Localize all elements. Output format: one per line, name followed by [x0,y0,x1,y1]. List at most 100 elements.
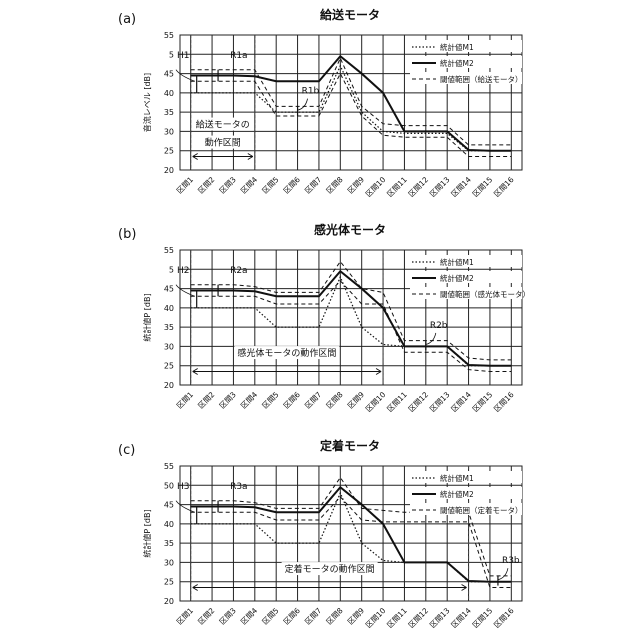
rb-leader [426,333,436,345]
x-tick-label: 区間12 [407,175,431,199]
x-tick-label: 区間16 [492,175,516,199]
x-tick-label: 区間7 [303,390,324,411]
rb-annotation: R3b [502,556,520,566]
x-tick-label: 区間4 [239,606,260,627]
x-tick-label: 区間2 [196,390,217,411]
y-axis-label: 統計値P [dB] [142,509,152,557]
x-tick-label: 区間7 [303,175,324,196]
x-tick-label: 区間15 [471,606,495,630]
y-tick-label: 20 [164,166,174,175]
y-tick-label: 40 [164,520,174,529]
legend: 統計値M1 統計値M2 閾値範囲（定着モータ） [410,471,523,515]
y-tick-label: 55 [164,246,174,255]
x-tick-label: 区間12 [407,390,431,414]
y-tick-label: 35 [164,323,174,332]
y-tick-label: 40 [164,304,174,313]
x-tick-label: 区間3 [218,606,239,627]
x-tick-label: 区間8 [324,175,345,196]
x-tick-label: 区間2 [196,175,217,196]
y-tick-label: 45 [164,285,174,294]
operation-label: 定着モータの動作区間 [285,563,375,575]
y-axis-label: 統計値P [dB] [142,293,152,341]
y-tick-label: 30 [164,127,174,136]
operation-label: 感光体モータの動作区間 [237,347,336,359]
x-tick-label: 区間11 [385,390,409,414]
y-tick-label: 45 [164,501,174,510]
chart-title: 定着モータ [320,438,380,453]
rb-leader [498,568,508,580]
y-tick-label: 45 [164,70,174,79]
y-tick-label: 50 [164,481,174,490]
h-annotation: H1 [177,51,190,61]
legend-label: 閾値範囲（定着モータ） [440,505,523,515]
x-tick-label: 区間10 [364,175,388,199]
legend-label: 閾値範囲（感光体モータ） [440,289,530,299]
y-tick-label: 5​ [169,265,174,274]
x-tick-label: 区間4 [239,390,260,411]
rb-leader [298,99,308,111]
x-tick-label: 区間15 [471,175,495,199]
x-tick-label: 区間6 [282,606,303,627]
panel-label: (b) [118,227,136,242]
y-tick-label: 35 [164,108,174,117]
y-tick-label: 55 [164,462,174,471]
operation-label: 給送モータの [196,119,250,131]
x-tick-label: 区間16 [492,606,516,630]
legend-label: 統計値M1 [440,473,474,483]
legend-label: 統計値M1 [440,42,474,52]
x-tick-label: 区間1 [175,390,196,411]
x-tick-label: 区間8 [324,606,345,627]
ra-annotation: R2a [230,266,248,276]
x-tick-label: 区間5 [260,175,281,196]
x-tick-label: 区間14 [449,175,473,199]
x-tick-label: 区間8 [324,390,345,411]
y-tick-label: 25 [164,362,174,371]
ra-annotation: R3a [230,482,248,492]
x-tick-label: 区間3 [218,390,239,411]
y-tick-label: 20 [164,597,174,606]
y-tick-label: 30 [164,558,174,567]
x-tick-label: 区間7 [303,606,324,627]
h-annotation: H2 [177,266,190,276]
legend: 統計値M1 統計値M2 閾値範囲（給送モータ） [410,40,523,84]
x-tick-label: 区間15 [471,390,495,414]
ra-annotation: R1a [230,51,248,61]
panel-label: (a) [118,12,136,27]
x-tick-label: 区間12 [407,606,431,630]
legend-label: 統計値M2 [440,489,474,499]
x-tick-label: 区間5 [260,390,281,411]
rb-annotation: R1b [302,87,320,97]
x-tick-label: 区間1 [175,175,196,196]
legend-label: 統計値M2 [440,58,474,68]
legend: 統計値M1 統計値M2 閾値範囲（感光体モータ） [410,255,530,299]
x-tick-label: 区間5 [260,606,281,627]
h-annotation: H3 [177,482,190,492]
x-tick-label: 区間11 [385,606,409,630]
x-tick-label: 区間13 [428,606,452,630]
x-tick-label: 区間13 [428,390,452,414]
x-tick-label: 区間10 [364,390,388,414]
x-tick-label: 区間2 [196,606,217,627]
y-axis-label: 音流レベル [dB] [142,73,152,132]
x-tick-label: 区間11 [385,175,409,199]
rb-annotation: R2b [430,321,448,331]
legend-label: 統計値M2 [440,273,474,283]
x-tick-label: 区間10 [364,606,388,630]
x-tick-label: 区間14 [449,606,473,630]
y-tick-label: 20 [164,381,174,390]
y-tick-label: 30 [164,342,174,351]
x-tick-label: 区間14 [449,390,473,414]
x-tick-label: 区間6 [282,390,303,411]
chart-title: 感光体モータ [314,222,386,237]
y-tick-label: 40 [164,89,174,98]
operation-label: 動作区間 [205,137,241,149]
x-tick-label: 区間13 [428,175,452,199]
legend-label: 閾値範囲（給送モータ） [440,74,523,84]
legend-label: 統計値M1 [440,257,474,267]
y-tick-label: 5​ [169,50,174,59]
chart-title: 給送モータ [320,7,380,22]
y-tick-label: 25 [164,578,174,587]
